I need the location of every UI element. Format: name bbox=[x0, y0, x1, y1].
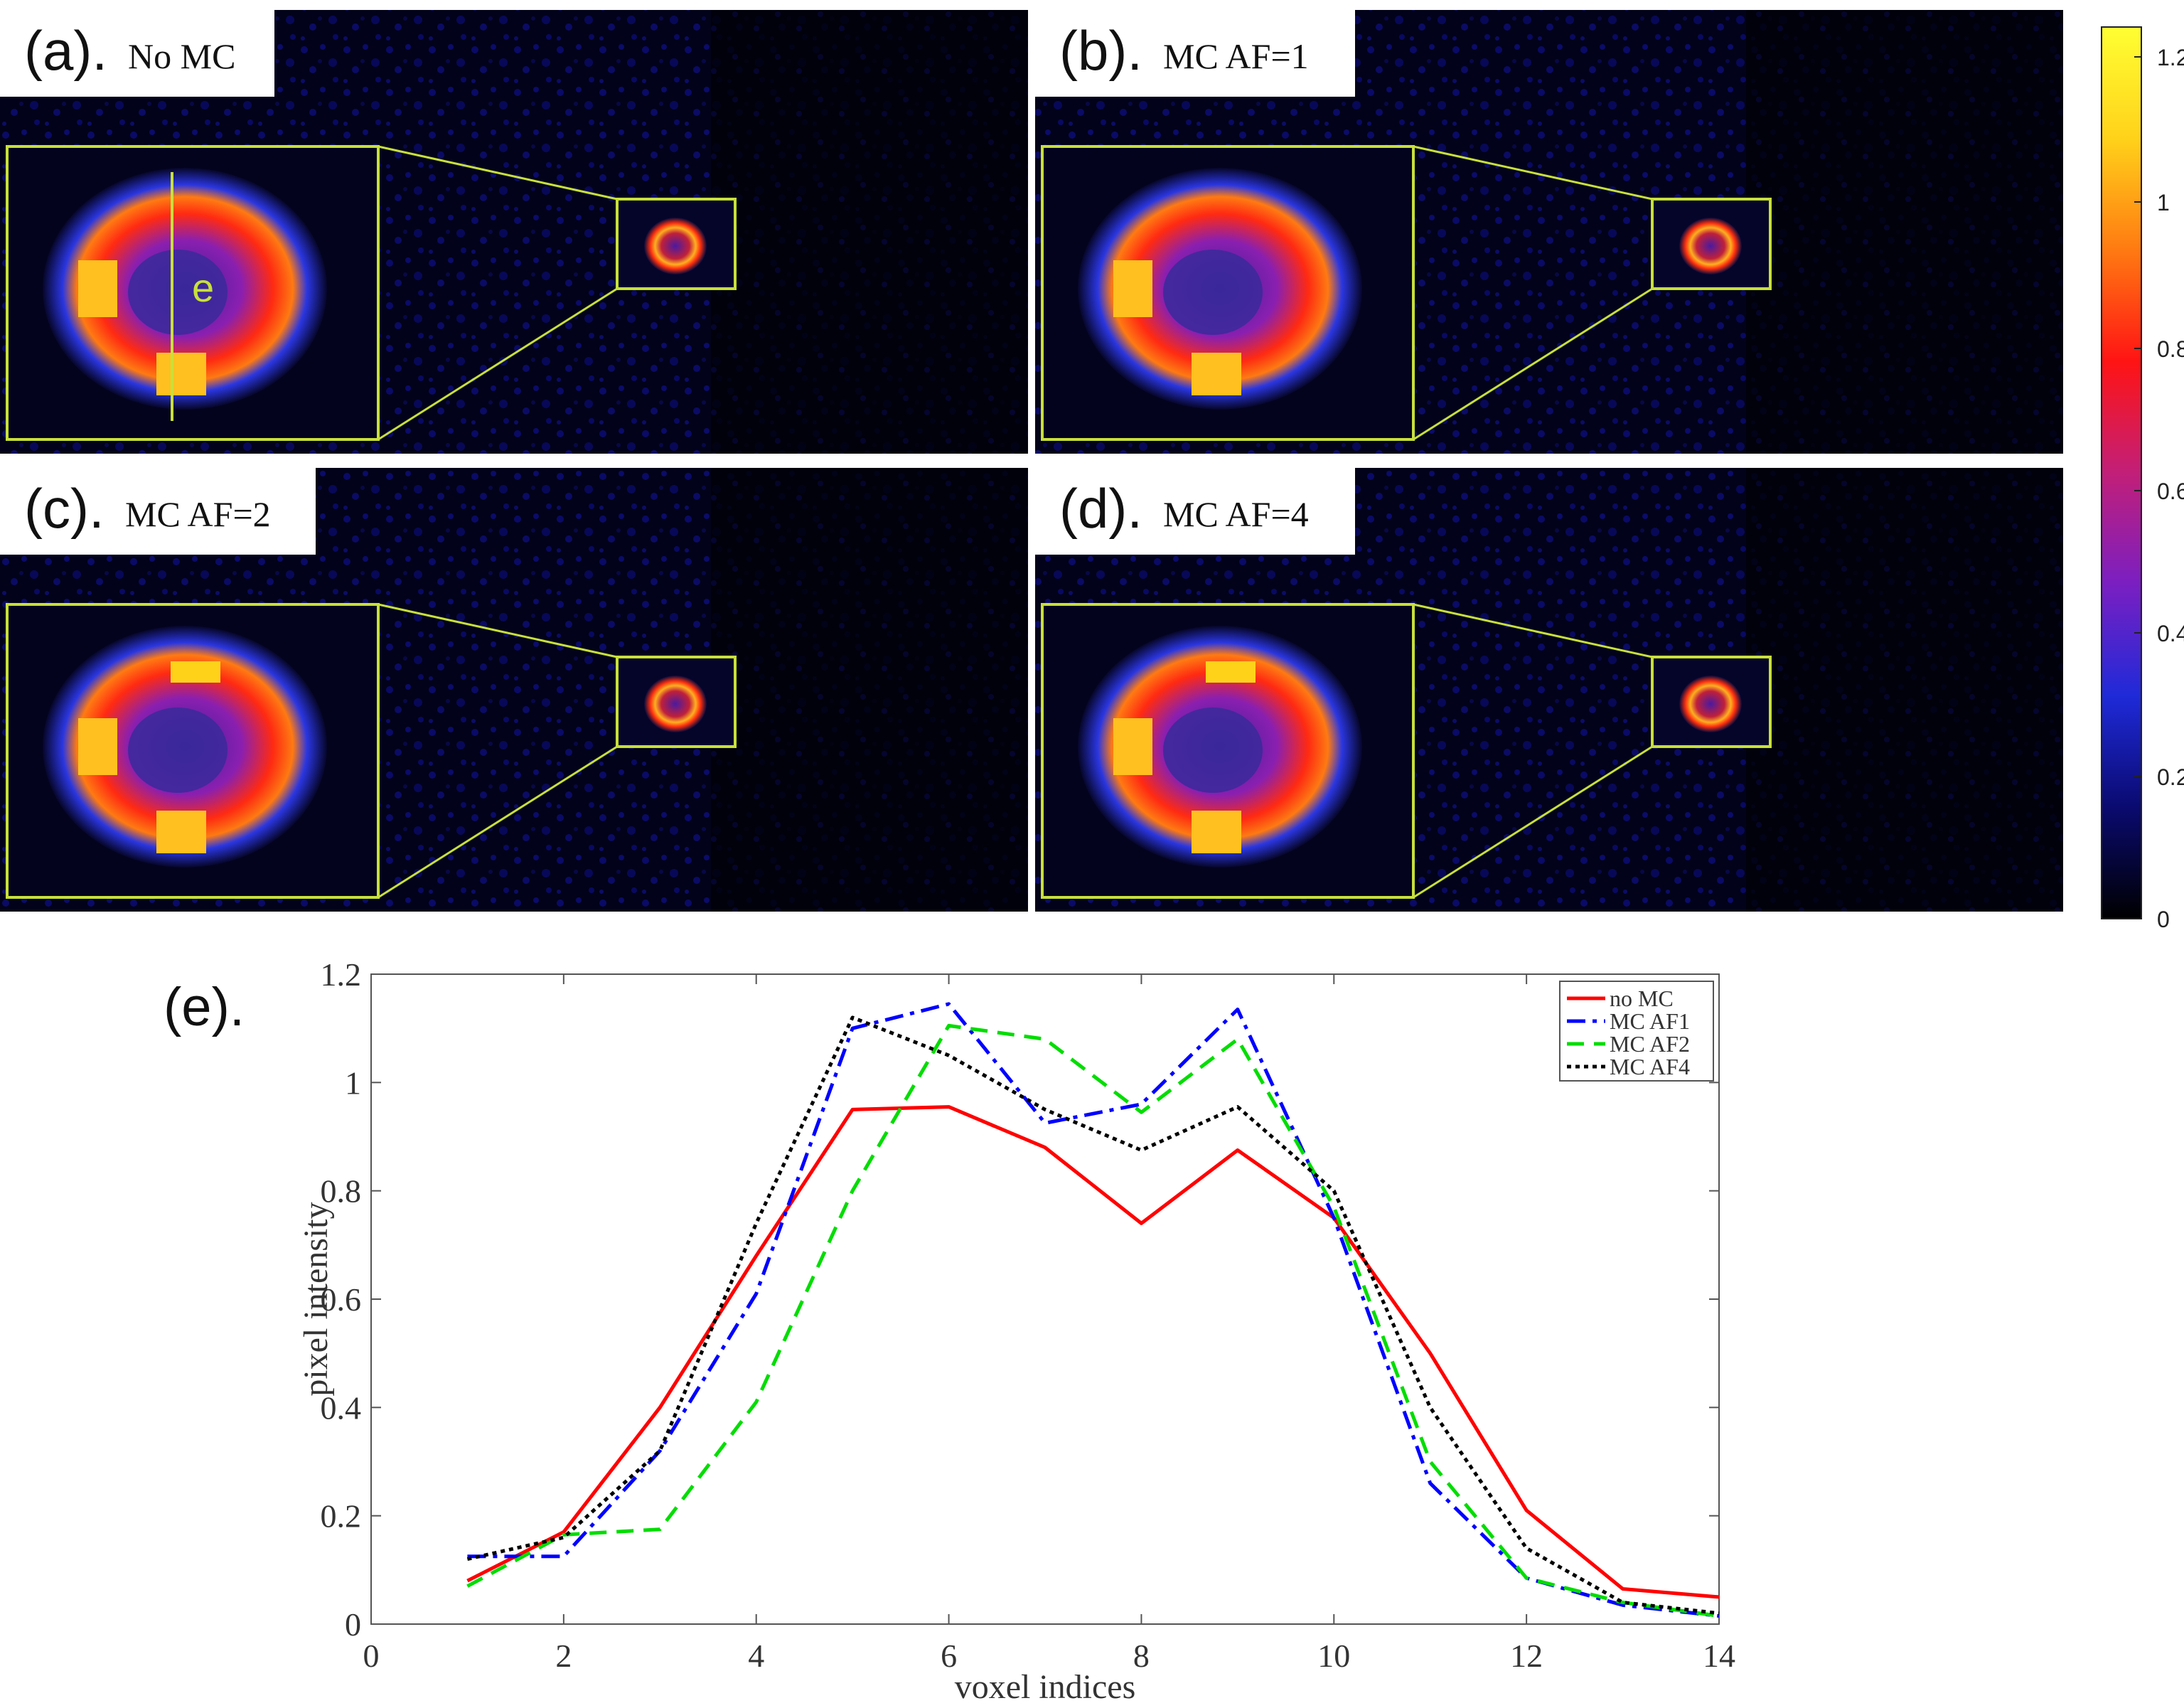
x-axis-label: voxel indices bbox=[955, 1668, 1136, 1706]
y-tick-label: 0.6 bbox=[321, 1281, 362, 1318]
x-tick-label: 4 bbox=[748, 1638, 764, 1674]
series-line bbox=[466, 1023, 1720, 1618]
y-tick-label: 0.2 bbox=[321, 1498, 362, 1534]
inset-frame bbox=[1041, 145, 1415, 441]
inset-frame bbox=[1041, 603, 1415, 899]
source-ring bbox=[644, 676, 707, 732]
colorbar-tick-label: 0.2 bbox=[2157, 764, 2184, 790]
x-tick-label: 12 bbox=[1510, 1638, 1543, 1674]
panel-letter: (b). bbox=[1059, 19, 1142, 82]
colorbar: 1.2 1 0.8 0.6 0.4 0.2 0 bbox=[2101, 26, 2184, 932]
series-line bbox=[467, 1002, 1720, 1618]
panel-letter: (c). bbox=[24, 477, 105, 540]
colorbar-tick-label: 0 bbox=[2157, 907, 2170, 932]
series-line bbox=[466, 1105, 1720, 1599]
source-ring bbox=[1679, 218, 1742, 274]
panel-letter: (d). bbox=[1059, 477, 1142, 540]
source-frame bbox=[616, 656, 737, 748]
colorbar-tick-label: 1.2 bbox=[2157, 45, 2184, 70]
source-frame bbox=[1651, 656, 1772, 748]
profile-marker: e bbox=[192, 265, 214, 310]
y-axis-label: pixel intensity bbox=[297, 1202, 335, 1396]
panel-label-box bbox=[1035, 458, 1355, 555]
y-tick-label: 0.8 bbox=[321, 1173, 362, 1210]
x-tick-label: 2 bbox=[555, 1638, 572, 1674]
image-panels: (a). No MC e (b). MC AF=1 (c). MC AF=2 (d). MC A… bbox=[0, 0, 2063, 912]
legend-label: MC AF2 bbox=[1610, 1031, 1690, 1057]
colorbar-tick-label: 0.8 bbox=[2157, 336, 2184, 362]
y-tick-label: 1.2 bbox=[321, 956, 362, 993]
source-frame bbox=[616, 198, 737, 290]
legend-label: MC AF4 bbox=[1610, 1054, 1690, 1079]
panel-caption: MC AF=2 bbox=[125, 494, 271, 534]
x-tick-label: 0 bbox=[363, 1638, 380, 1674]
panel-caption: MC AF=4 bbox=[1163, 494, 1309, 534]
source-frame bbox=[1651, 198, 1772, 290]
colorbar-tick-label: 0.6 bbox=[2157, 479, 2184, 504]
panel-letter: (a). bbox=[24, 19, 107, 82]
source-ring bbox=[1679, 676, 1742, 732]
plot-area bbox=[370, 973, 1720, 1625]
panel-label-box bbox=[0, 0, 274, 97]
colorbar-gradient bbox=[2101, 26, 2142, 919]
legend-label: no MC bbox=[1610, 986, 1674, 1011]
colorbar-tick-label: 0.4 bbox=[2157, 621, 2184, 646]
x-tick-label: 10 bbox=[1317, 1638, 1350, 1674]
source-ring bbox=[644, 218, 707, 274]
line-chart: 0 2 4 6 8 10 12 14 0 0.2 0.4 0.6 0.8 1 1.2 voxel indice… bbox=[297, 956, 1735, 1706]
image-panel: (d). MC AF=4 bbox=[1035, 458, 2063, 912]
image-panel: (b). MC AF=1 bbox=[1035, 0, 2063, 454]
panel-label-box bbox=[1035, 0, 1355, 97]
legend-label: MC AF1 bbox=[1610, 1008, 1690, 1034]
y-tick-label: 0 bbox=[345, 1606, 361, 1643]
x-tick-label: 14 bbox=[1703, 1638, 1735, 1674]
colorbar-tick-label: 1 bbox=[2157, 190, 2170, 215]
inset-frame bbox=[6, 603, 380, 899]
series-line bbox=[466, 1015, 1720, 1616]
y-tick-label: 0.4 bbox=[321, 1389, 362, 1426]
panel-caption: MC AF=1 bbox=[1163, 36, 1309, 76]
panel-caption: No MC bbox=[128, 36, 235, 76]
panel-label-box bbox=[0, 458, 316, 555]
inset-frame bbox=[6, 145, 380, 441]
x-tick-label: 6 bbox=[941, 1638, 957, 1674]
chart-panel-label: (e). bbox=[164, 977, 245, 1037]
y-tick-label: 1 bbox=[345, 1064, 361, 1101]
image-panel: (c). MC AF=2 bbox=[0, 458, 1028, 912]
image-panel: (a). No MC e bbox=[0, 0, 1028, 454]
x-tick-label: 8 bbox=[1133, 1638, 1150, 1674]
